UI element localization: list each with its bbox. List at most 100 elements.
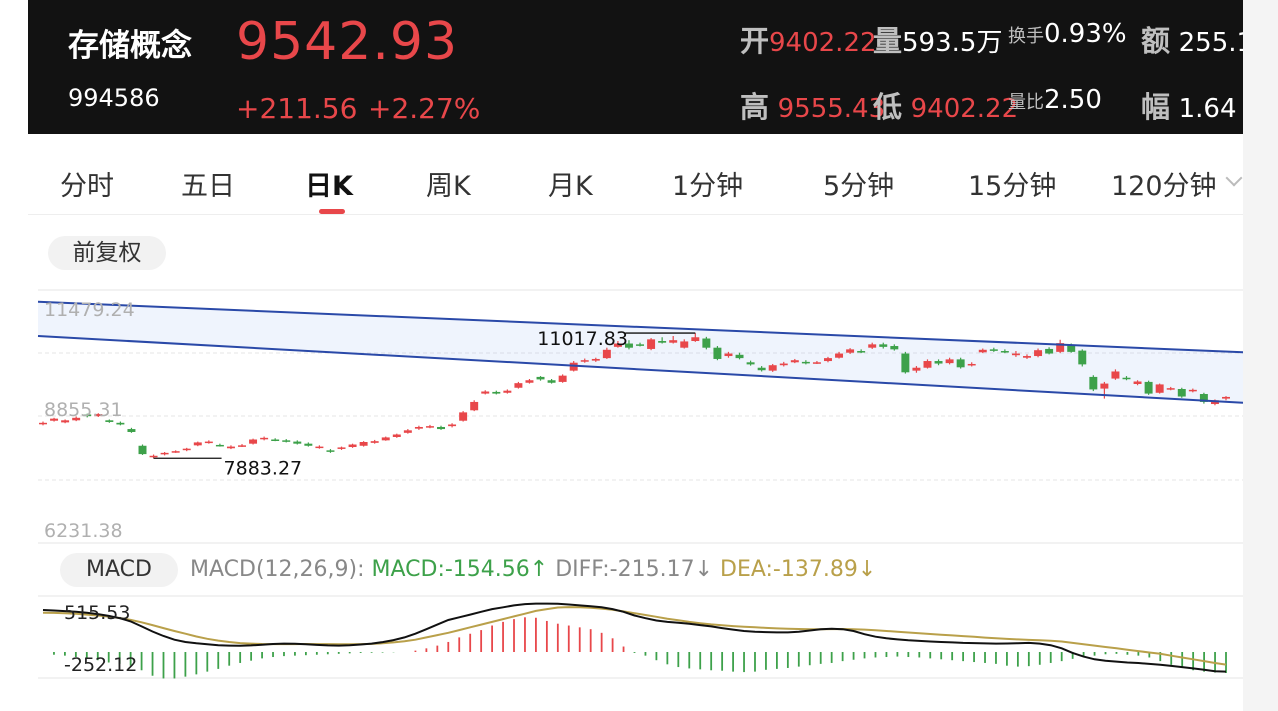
- quote-header: 存储概念 994586 9542.93 +211.56 +2.27% 开9402…: [28, 0, 1243, 134]
- tab-monthly-k[interactable]: 月K: [548, 171, 593, 202]
- channel-lower-line: [37, 335, 1243, 404]
- candle-body: [945, 359, 954, 364]
- volume-value: 593.5万: [902, 28, 1003, 58]
- tab-intraday[interactable]: 分时: [60, 171, 114, 202]
- tab-weekly-k[interactable]: 周K: [426, 171, 471, 202]
- candle-body: [503, 390, 512, 393]
- candle-body: [238, 445, 246, 447]
- tab-5min[interactable]: 5分钟: [823, 171, 895, 202]
- macd-histogram: [53, 617, 1227, 679]
- macd-indicator-button[interactable]: MACD: [60, 553, 178, 587]
- vol-ratio-value: 2.50: [1044, 85, 1102, 115]
- dea-down-arrow-icon: ↓: [857, 557, 877, 582]
- candle-body: [381, 437, 390, 441]
- candle-body: [83, 414, 92, 417]
- candle-body: [912, 367, 921, 371]
- candle-body: [558, 375, 567, 382]
- candle-body: [492, 391, 501, 394]
- vol-ratio-stat: 量比2.50: [1008, 84, 1102, 115]
- y-label-mid: 8855.31: [44, 399, 123, 421]
- high-value: 9555.43: [777, 94, 886, 124]
- tab-15min[interactable]: 15分钟: [968, 171, 1057, 202]
- turnover-label: 换手: [1008, 26, 1044, 47]
- candle-body: [260, 437, 269, 440]
- candle-body: [1155, 384, 1164, 393]
- candle-body: [1100, 383, 1109, 389]
- candle-body: [116, 422, 125, 425]
- candle-body: [337, 447, 346, 449]
- dea-line: [42, 606, 1227, 666]
- candle-body: [470, 401, 479, 411]
- candle-body: [735, 354, 744, 359]
- high-stat: 高 9555.43: [740, 84, 885, 126]
- kline-chart[interactable]: 11479.24 8855.31 6231.38 11017.83 7883.2…: [28, 0, 1243, 711]
- amount-value: 255.1: [1178, 28, 1243, 58]
- tab-five-day[interactable]: 五日: [181, 171, 235, 202]
- candle-body: [1034, 350, 1043, 357]
- candle-body: [94, 414, 103, 417]
- macd-y-top: 515.53: [64, 602, 130, 624]
- period-tabs: 分时 五日 日K 周K 月K 1分钟 5分钟 15分钟 120分钟: [28, 148, 1243, 215]
- candle-body: [105, 420, 114, 422]
- candle-body: [1122, 377, 1131, 380]
- candle-body: [812, 362, 821, 364]
- price-change-pct: +2.27%: [368, 92, 481, 125]
- macd-up-arrow-icon: ↑: [529, 557, 549, 582]
- right-edge-panel: [1243, 0, 1278, 711]
- candle-body: [204, 441, 213, 444]
- y-label-top: 11479.24: [44, 299, 135, 321]
- candle-body: [282, 440, 291, 442]
- macd-params: MACD(12,26,9):: [190, 557, 365, 582]
- candle-body: [624, 343, 633, 348]
- volume-stat: 量593.5万: [873, 18, 1002, 60]
- turnover-stat: 换手0.93%: [1008, 18, 1127, 49]
- diff-line: [42, 602, 1227, 673]
- candle-body: [1023, 356, 1031, 358]
- candle-body: [138, 445, 147, 455]
- candle-body: [746, 362, 755, 365]
- candle-body: [857, 351, 866, 353]
- candle-body: [249, 439, 258, 444]
- candle-body: [271, 439, 280, 442]
- tab-120min[interactable]: 120分钟: [1111, 171, 1217, 202]
- low-stat: 低 9402.22: [873, 84, 1018, 126]
- candle-body: [1045, 348, 1054, 354]
- macd-y-bottom: -252.12: [64, 654, 137, 676]
- candle-body: [315, 446, 324, 449]
- diff-down-arrow-icon: ↓: [694, 557, 714, 582]
- candle-body: [779, 363, 788, 366]
- adjust-button[interactable]: 前复权: [48, 236, 166, 270]
- candle-body: [1089, 376, 1098, 390]
- candle-body: [713, 347, 722, 359]
- candle-body: [658, 341, 667, 343]
- low-label: 低: [873, 90, 903, 124]
- candle-body: [724, 353, 733, 357]
- tab-1min[interactable]: 1分钟: [672, 171, 744, 202]
- high-label: 高: [740, 90, 770, 124]
- tab-daily-k[interactable]: 日K: [305, 171, 353, 202]
- amplitude-value: 1.64: [1178, 94, 1237, 124]
- stock-name: 存储概念: [68, 28, 192, 64]
- candle-body: [580, 360, 589, 362]
- candle-body: [890, 346, 899, 350]
- candle-body: [370, 441, 379, 443]
- candle-body: [1011, 353, 1020, 356]
- channel-band: [38, 301, 1243, 403]
- candle-body: [691, 337, 700, 342]
- candle-body: [171, 451, 180, 453]
- candle-body: [1133, 381, 1142, 384]
- candle-body: [215, 444, 224, 447]
- candle-body: [50, 418, 59, 421]
- candle-body: [1199, 394, 1208, 402]
- candle-body: [1177, 389, 1186, 397]
- candle-body: [425, 426, 434, 428]
- open-label: 开: [740, 24, 770, 58]
- candle-body: [226, 446, 235, 449]
- open-value: 9402.22: [769, 28, 877, 58]
- candle-body: [1111, 371, 1120, 379]
- candle-body: [1188, 389, 1197, 392]
- candle-body: [901, 353, 910, 373]
- y-label-bottom: 6231.38: [44, 520, 123, 542]
- candle-body: [536, 376, 545, 380]
- candle-body: [801, 361, 810, 364]
